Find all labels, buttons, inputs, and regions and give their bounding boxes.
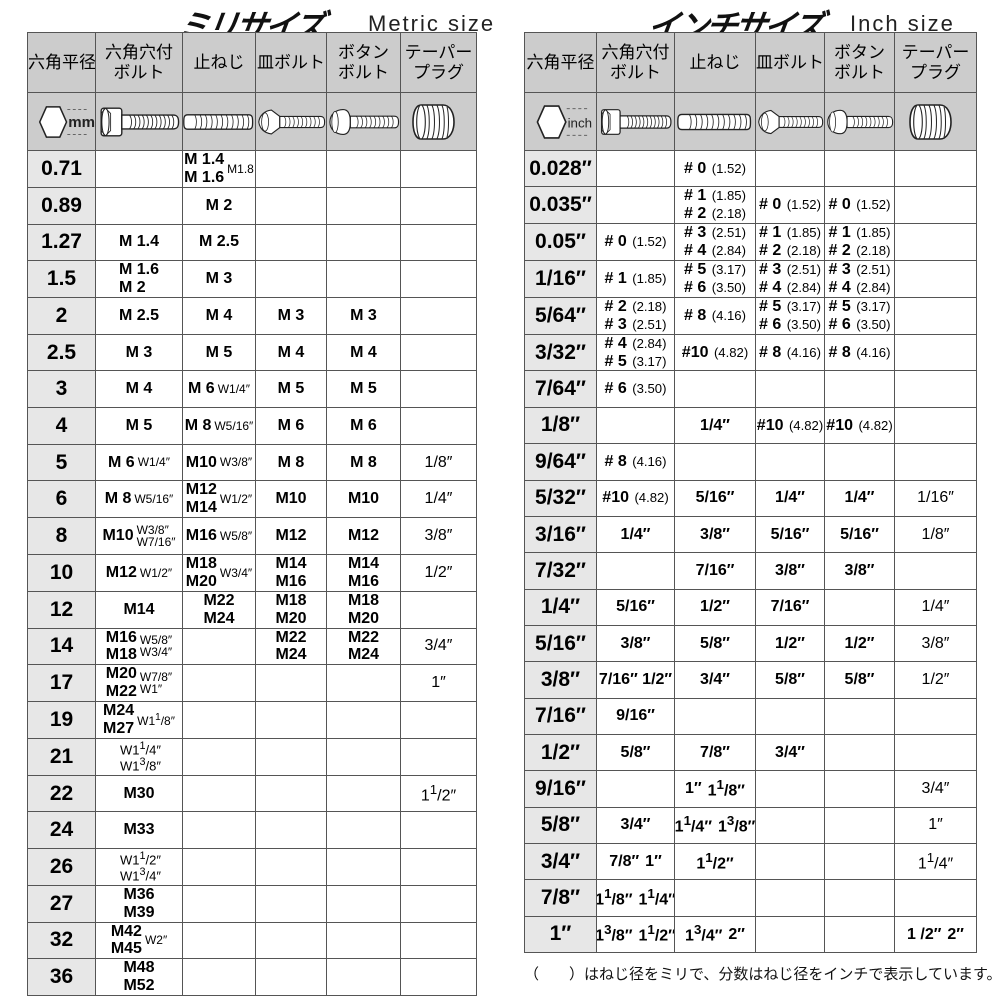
svg-text:inch: inch xyxy=(568,115,592,130)
svg-text:mm: mm xyxy=(68,114,95,131)
